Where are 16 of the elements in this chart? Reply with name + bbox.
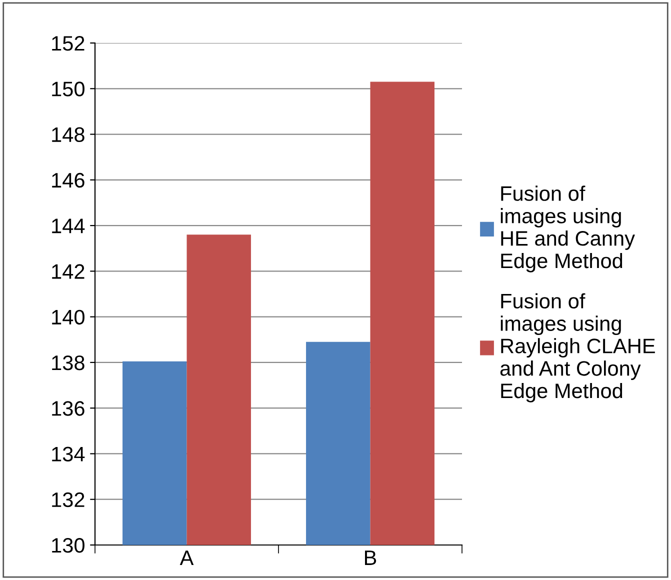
y-tick-label: 138	[52, 355, 84, 370]
legend-label: Fusion of images using Rayleigh CLAHE and Ant Colony Edge Method	[500, 293, 655, 402]
y-tick-label: 148	[52, 127, 84, 142]
y-tick-label: 152	[52, 36, 84, 51]
y-tick-label: 150	[52, 82, 84, 96]
x-tick-label: A	[180, 550, 194, 565]
y-tick-label: 134	[52, 446, 85, 462]
y-tick-label: 142	[52, 264, 84, 279]
y-tick-label: 130	[52, 538, 84, 553]
x-tick-label: B	[365, 550, 376, 565]
y-tick-label: 144	[52, 218, 85, 234]
y-tick-label: 136	[52, 401, 84, 416]
legend-label: Fusion of images using HE and Canny Edge Method	[500, 186, 635, 272]
y-tick-label: 140	[52, 310, 84, 325]
y-tick-label: 146	[52, 172, 84, 188]
y-tick-label: 132	[52, 492, 84, 508]
